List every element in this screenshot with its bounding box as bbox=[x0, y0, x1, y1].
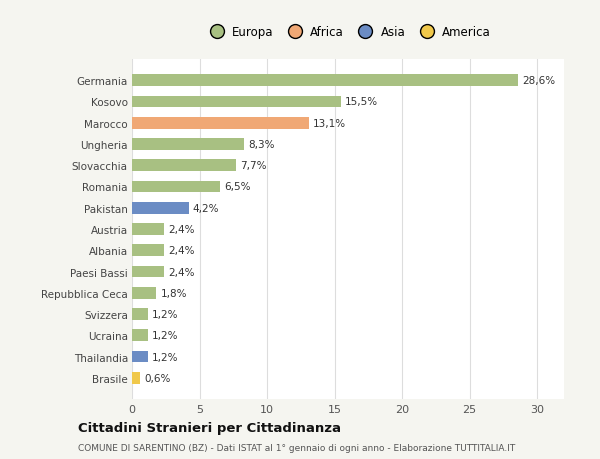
Text: 2,4%: 2,4% bbox=[169, 224, 195, 235]
Bar bbox=[132, 181, 220, 193]
Text: 1,2%: 1,2% bbox=[152, 330, 179, 341]
Text: 8,3%: 8,3% bbox=[248, 140, 275, 150]
Text: Cittadini Stranieri per Cittadinanza: Cittadini Stranieri per Cittadinanza bbox=[78, 421, 341, 434]
Text: 2,4%: 2,4% bbox=[169, 246, 195, 256]
Text: 1,2%: 1,2% bbox=[152, 352, 179, 362]
Text: 15,5%: 15,5% bbox=[346, 97, 379, 107]
Bar bbox=[132, 75, 518, 87]
Text: COMUNE DI SARENTINO (BZ) - Dati ISTAT al 1° gennaio di ogni anno - Elaborazione : COMUNE DI SARENTINO (BZ) - Dati ISTAT al… bbox=[78, 443, 515, 452]
Bar bbox=[132, 308, 148, 320]
Bar bbox=[132, 224, 164, 235]
Text: 28,6%: 28,6% bbox=[522, 76, 555, 86]
Text: 1,8%: 1,8% bbox=[160, 288, 187, 298]
Text: 7,7%: 7,7% bbox=[240, 161, 266, 171]
Text: 2,4%: 2,4% bbox=[169, 267, 195, 277]
Bar bbox=[132, 351, 148, 363]
Text: 13,1%: 13,1% bbox=[313, 118, 346, 129]
Bar bbox=[132, 287, 156, 299]
Text: 4,2%: 4,2% bbox=[193, 203, 219, 213]
Bar bbox=[132, 372, 140, 384]
Bar bbox=[132, 160, 236, 172]
Text: 0,6%: 0,6% bbox=[144, 373, 170, 383]
Bar bbox=[132, 139, 244, 151]
Bar bbox=[132, 118, 309, 129]
Legend: Europa, Africa, Asia, America: Europa, Africa, Asia, America bbox=[200, 22, 496, 44]
Bar bbox=[132, 96, 341, 108]
Text: 6,5%: 6,5% bbox=[224, 182, 250, 192]
Bar bbox=[132, 202, 188, 214]
Bar bbox=[132, 330, 148, 341]
Bar bbox=[132, 245, 164, 257]
Text: 1,2%: 1,2% bbox=[152, 309, 179, 319]
Bar bbox=[132, 266, 164, 278]
